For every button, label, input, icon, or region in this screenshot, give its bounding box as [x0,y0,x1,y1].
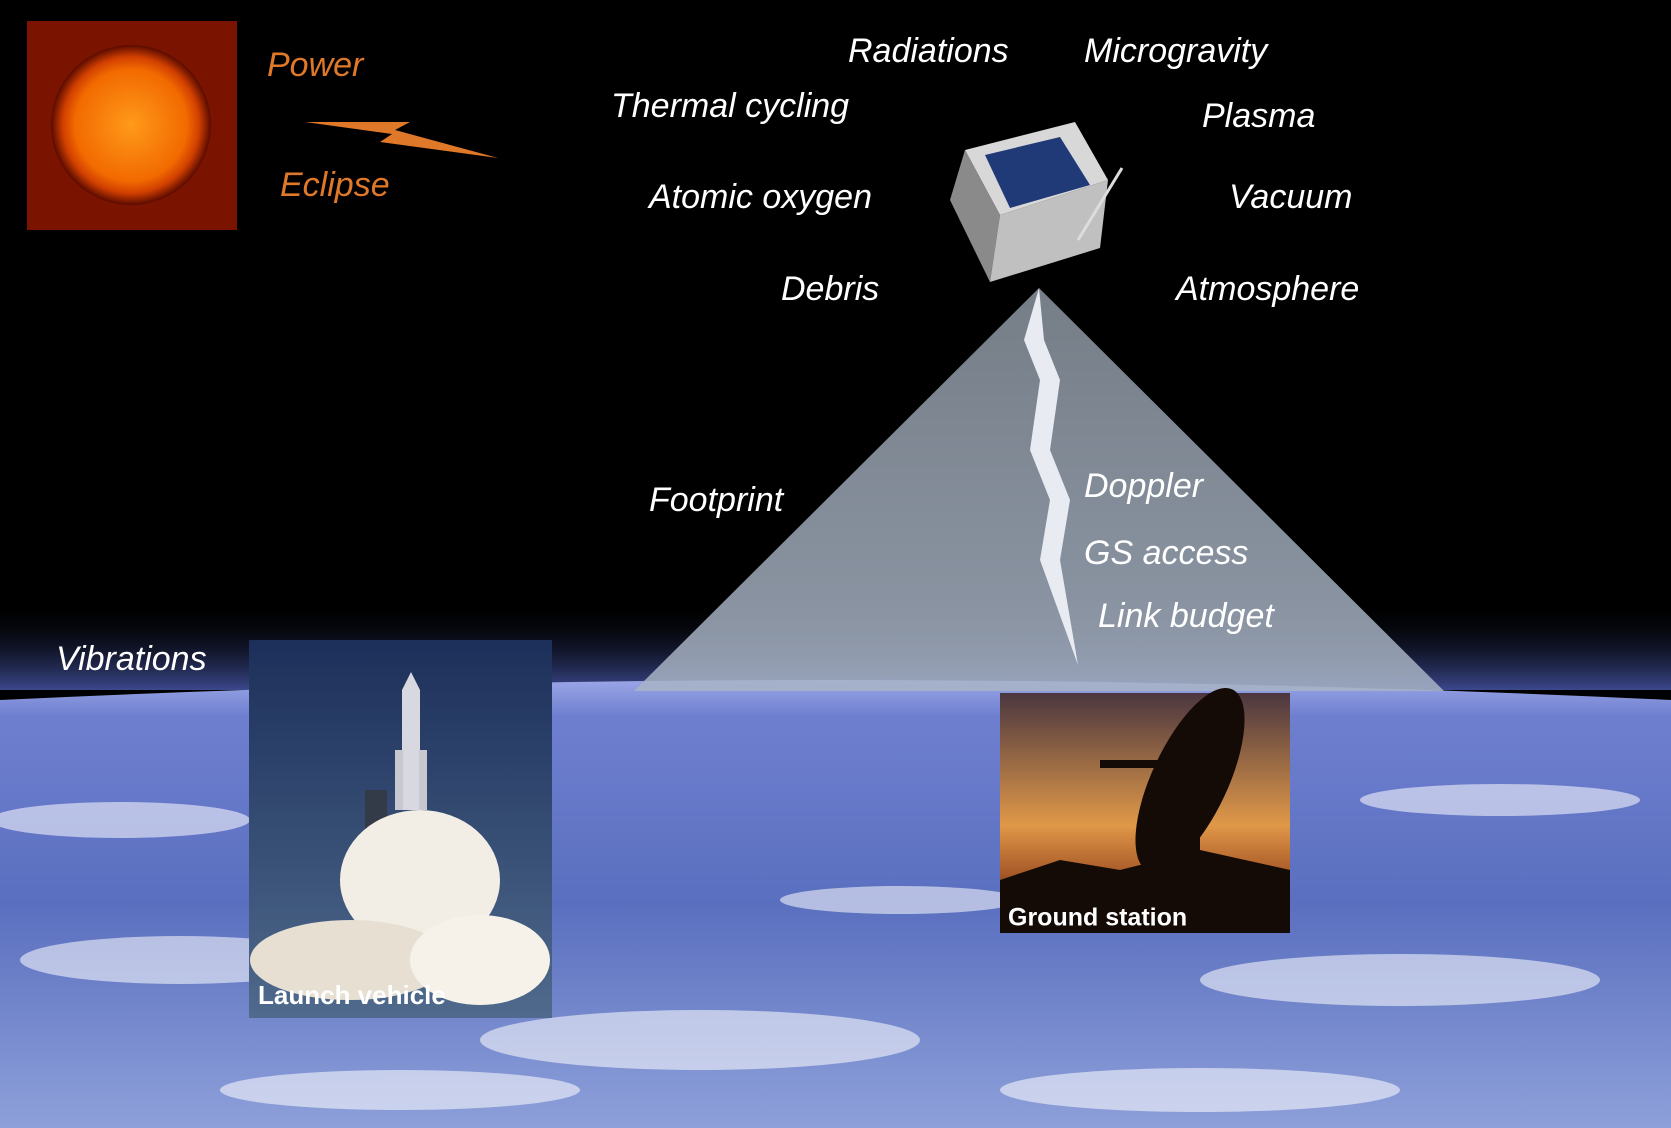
footprint-label: Footprint [649,481,785,519]
environment-label: Plasma [1202,97,1315,135]
link-label: Link budget [1098,597,1275,635]
sun-label: Power [267,46,365,84]
launch-caption: Launch vehicle [258,980,446,1010]
space-environment-diagram: Launch vehicle Ground station Power Ecli… [0,0,1671,1128]
environment-label: Radiations [848,32,1009,70]
sun-label: Eclipse [280,166,390,204]
environment-label: Thermal cycling [611,87,849,125]
ground-station-caption: Ground station [1008,904,1187,932]
sun [51,45,211,205]
environment-label: Atomic oxygen [647,178,872,216]
environment-label: Vacuum [1229,178,1352,216]
environment-label: Debris [781,270,879,308]
environment-label: Microgravity [1084,32,1269,70]
environment-label: Atmosphere [1174,270,1359,308]
link-label: GS access [1084,534,1248,572]
link-label: Doppler [1084,467,1205,505]
launch-hazard: Vibrations [56,640,207,678]
